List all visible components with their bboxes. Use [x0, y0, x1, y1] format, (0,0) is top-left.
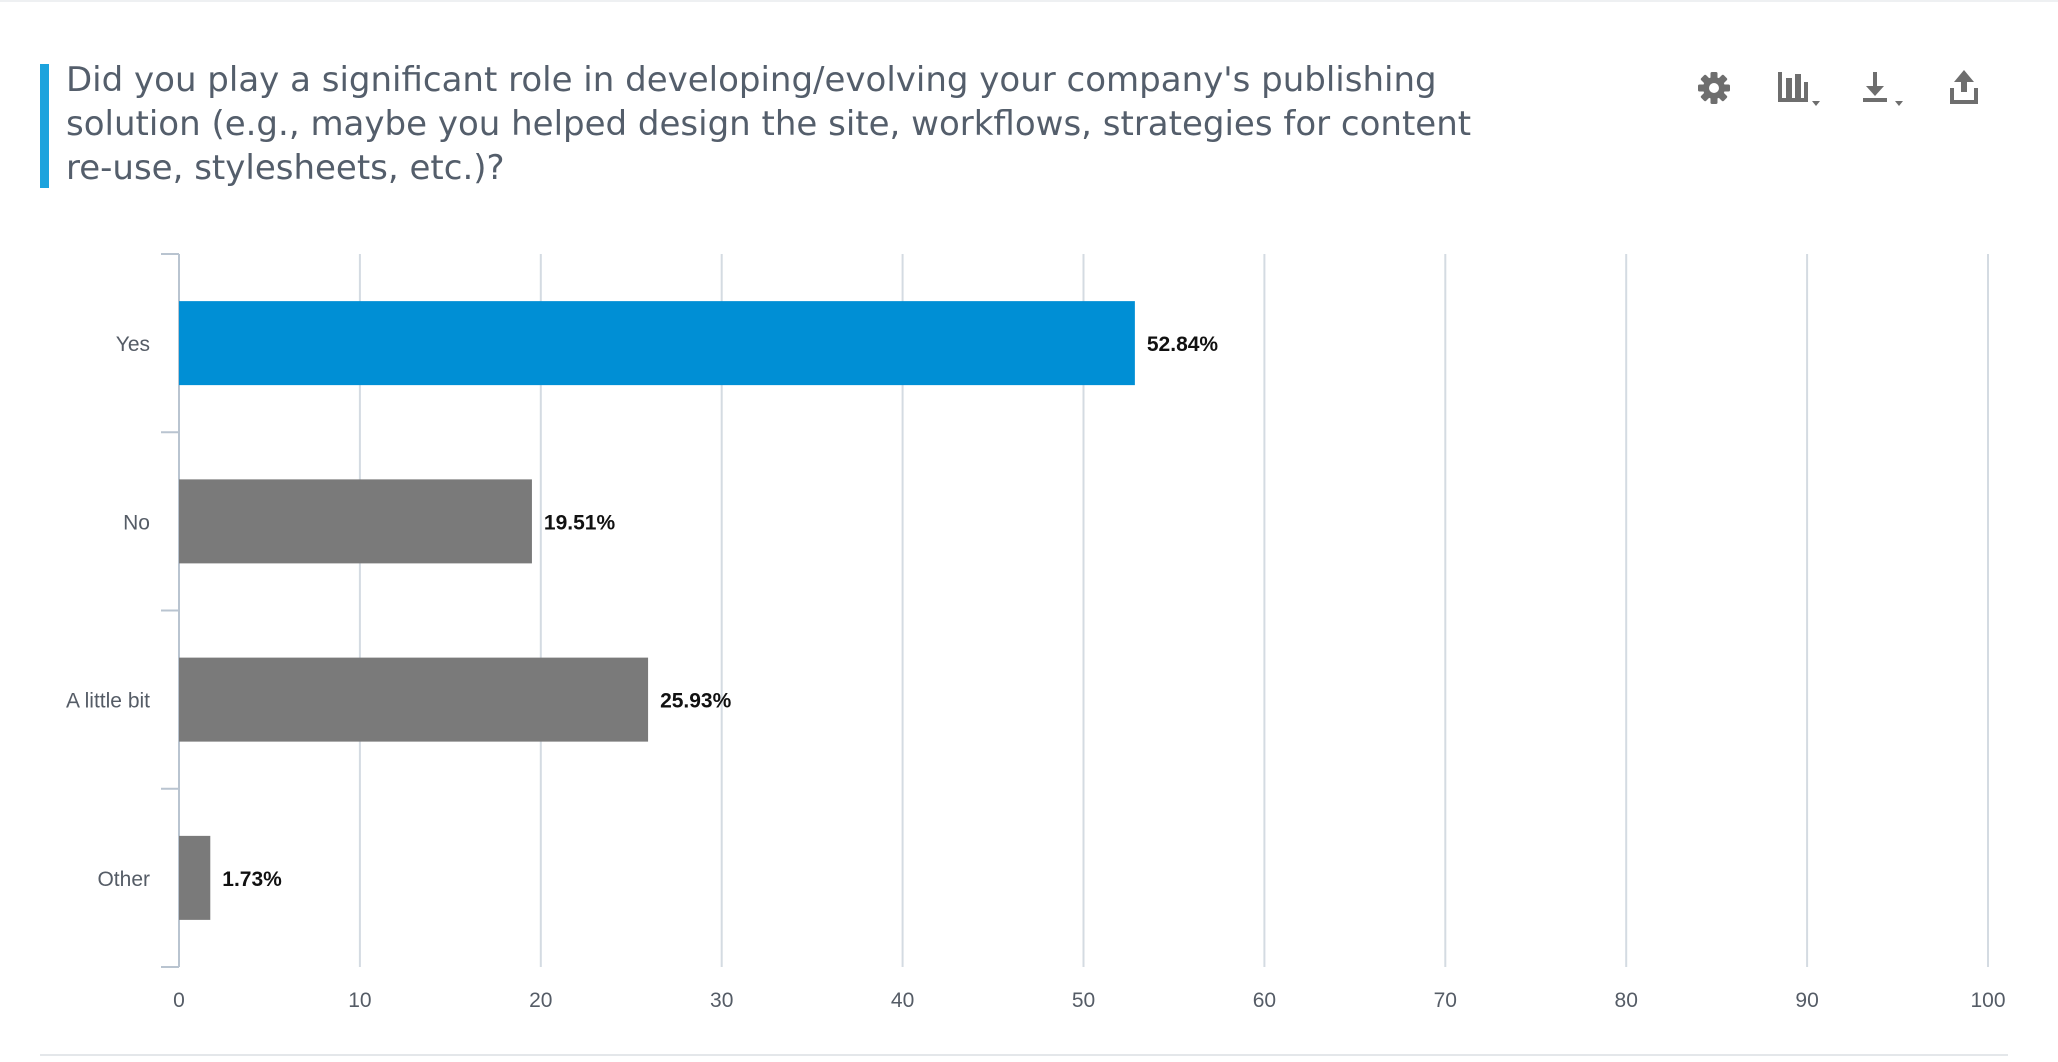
chart-type-button[interactable] — [1776, 64, 1836, 114]
share-icon — [1950, 70, 1978, 104]
x-tick-label: 60 — [1253, 989, 1276, 1012]
top-divider — [0, 0, 2058, 2]
question-title: Did you play a significant role in devel… — [66, 60, 1472, 188]
x-tick-label: 90 — [1795, 989, 1818, 1012]
bar — [179, 835, 211, 920]
x-tick-label: 40 — [891, 989, 914, 1012]
x-tick-label: 100 — [1970, 989, 2005, 1012]
chart-area: 0 10 20 30 40 50 60 70 80 90 100 Yes 52.84% No 19.51% A… — [0, 240, 2058, 1020]
axes — [161, 253, 180, 968]
category-label: No — [123, 511, 150, 534]
x-tick-label: 10 — [348, 989, 371, 1012]
bar — [179, 479, 532, 564]
bar — [179, 301, 1135, 386]
download-button[interactable] — [1860, 64, 1920, 114]
x-tick-label: 50 — [1072, 989, 1095, 1012]
download-icon — [1863, 72, 1903, 106]
category-label: Yes — [116, 333, 150, 356]
data-label: 19.51% — [544, 511, 616, 534]
x-tick-label: 80 — [1615, 989, 1638, 1012]
bar — [179, 657, 649, 742]
x-tick-label: 70 — [1434, 989, 1457, 1012]
data-label: 25.93% — [660, 690, 732, 713]
question-accent-bar — [40, 64, 49, 188]
x-tick-label: 20 — [529, 989, 552, 1012]
bar-chart-icon — [1778, 72, 1820, 106]
labels: 0 10 20 30 40 50 60 70 80 90 100 Yes 52.84% No 19.51% A… — [66, 333, 2006, 1012]
x-tick-label: 30 — [710, 989, 733, 1012]
gear-icon — [1698, 72, 1730, 104]
category-label: Other — [97, 868, 150, 891]
category-label: A little bit — [66, 690, 150, 713]
question-header: Did you play a significant role in devel… — [40, 60, 1480, 188]
share-button[interactable] — [1944, 64, 2004, 114]
settings-button[interactable] — [1680, 64, 1740, 114]
data-label: 52.84% — [1147, 333, 1219, 356]
bars — [179, 301, 1135, 920]
data-label: 1.73% — [222, 868, 282, 891]
chart-toolbar — [1680, 64, 2000, 114]
bottom-divider — [40, 1054, 2008, 1056]
bar-chart: 0 10 20 30 40 50 60 70 80 90 100 Yes 52.84% No 19.51% A… — [66, 253, 2006, 1012]
x-tick-label: 0 — [173, 989, 185, 1012]
